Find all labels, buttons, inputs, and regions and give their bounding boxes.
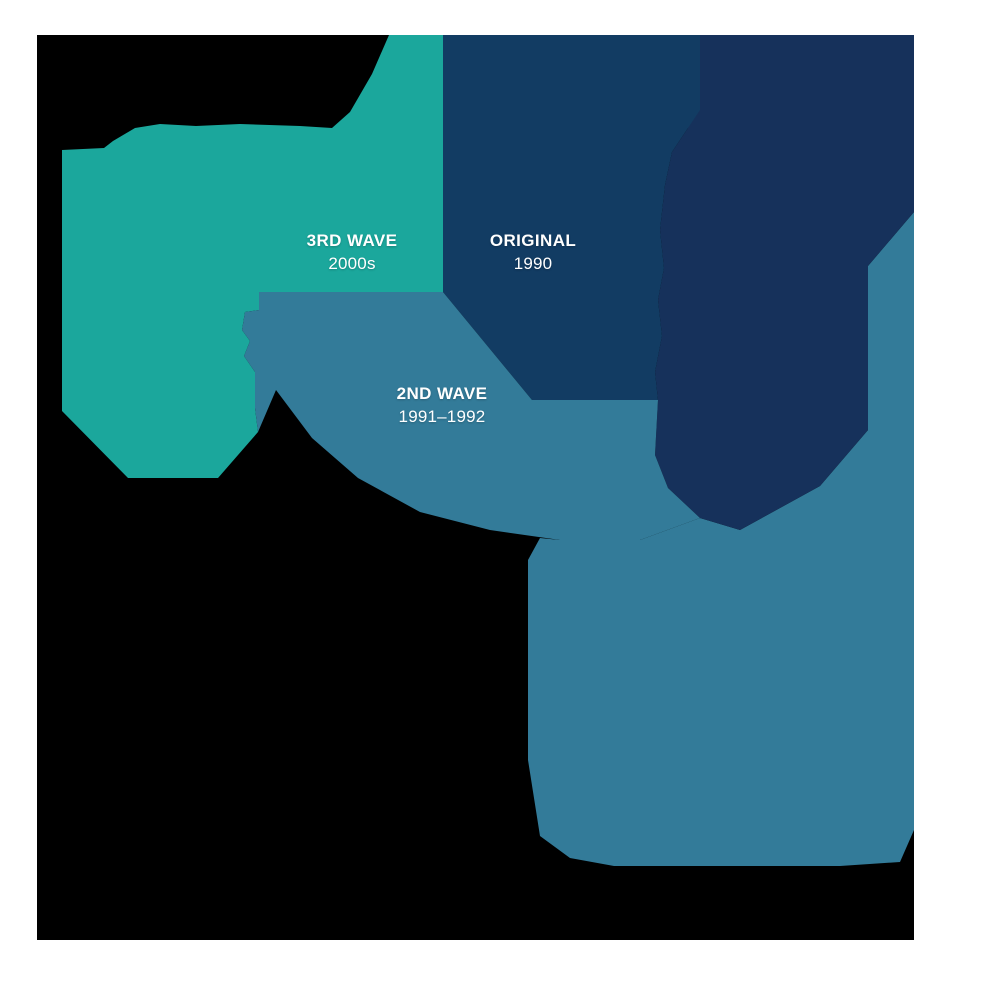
region-shape-second-wave-upper[interactable] [242, 292, 700, 540]
region-shape-original[interactable] [443, 35, 700, 400]
region-shape-third-wave[interactable] [62, 35, 443, 478]
region-shape-second-wave-lower[interactable] [528, 212, 914, 866]
region-shape-original-dark[interactable] [655, 35, 914, 530]
